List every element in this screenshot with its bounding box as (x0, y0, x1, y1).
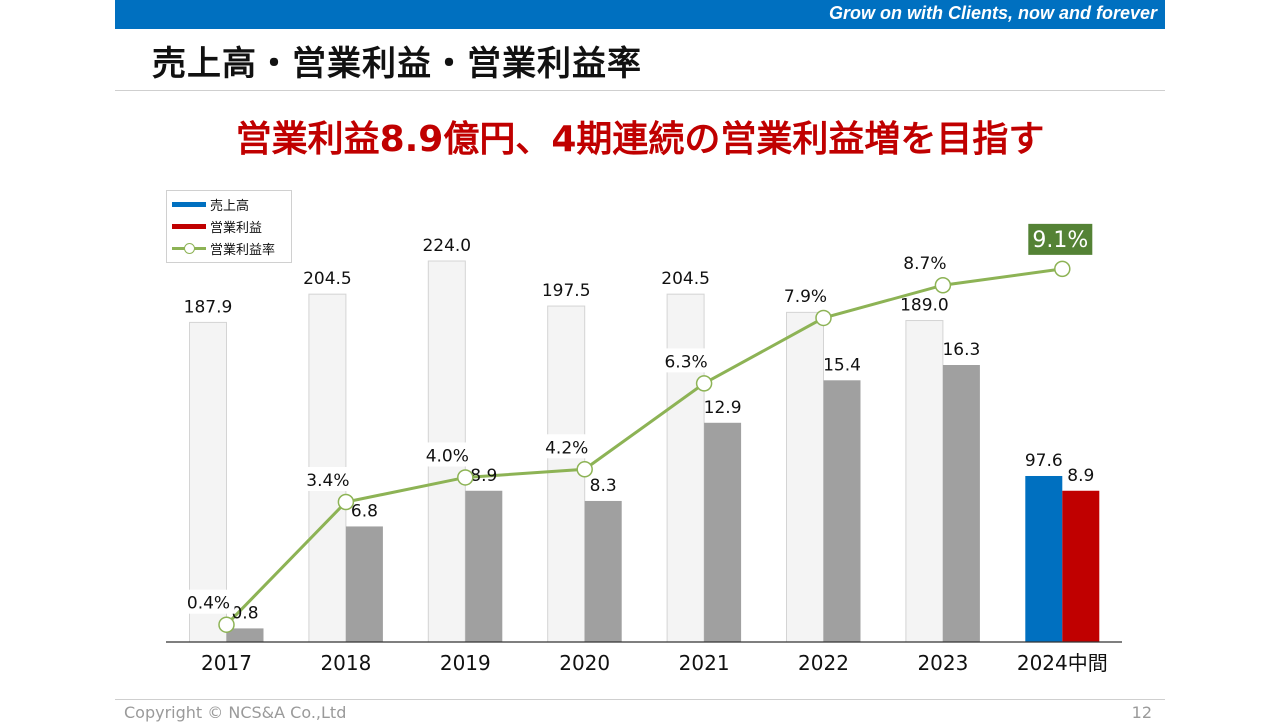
header-bar: Grow on with Clients, now and forever (115, 0, 1165, 29)
sales-data-label: 204.5 (303, 269, 352, 289)
profit-data-label: 12.9 (704, 398, 742, 418)
legend-line-ratio (172, 239, 206, 257)
profit-bar (584, 500, 622, 642)
ratio-point (815, 309, 832, 327)
footer-divider (115, 699, 1165, 700)
ratio-data-label: 8.7% (903, 254, 946, 274)
legend-label-sales: 売上高 (210, 198, 250, 214)
ratio-data-label: 7.9% (784, 287, 827, 307)
x-tick-label: 2022 (798, 651, 849, 675)
profit-bar (226, 628, 264, 642)
ratio-label-bg (421, 442, 474, 467)
profit-data-label: 8.9 (1067, 466, 1094, 486)
x-tick-label: 2019 (440, 651, 491, 675)
chart-legend: 売上高 営業利益 営業利益率 (166, 190, 292, 263)
legend-item-sales: 売上高 (167, 195, 250, 214)
ratio-label-bg (898, 250, 951, 275)
x-tick-label: 2024中間 (1017, 651, 1108, 675)
legend-item-profit: 営業利益 (167, 217, 263, 236)
sales-data-label: 204.5 (661, 269, 710, 289)
ratio-data-label: 4.0% (426, 446, 469, 466)
ratio-point (1054, 260, 1071, 278)
page-title: 売上高・営業利益・営業利益率 (152, 44, 642, 84)
x-tick-label: 2023 (917, 651, 968, 675)
tagline: Grow on with Clients, now and forever (828, 3, 1157, 23)
ratio-data-label: 9.1% (1032, 228, 1088, 253)
profit-bar (823, 380, 861, 642)
profit-bar (345, 526, 383, 642)
sales-bar (189, 321, 227, 643)
x-tick-label: 2020 (559, 651, 610, 675)
profit-bar (1062, 490, 1100, 642)
ratio-line (225, 267, 1063, 626)
legend-label-ratio: 営業利益率 (210, 242, 276, 258)
legend-swatch-profit (172, 223, 206, 229)
sales-bar (666, 293, 705, 643)
profit-data-label: 0.8 (231, 603, 258, 623)
profit-data-label: 6.8 (351, 501, 378, 521)
sales-bar (1025, 475, 1063, 642)
legend-item-ratio: 営業利益率 (167, 239, 276, 258)
profit-data-label: 16.3 (942, 340, 980, 360)
profit-data-label: 8.9 (470, 466, 497, 486)
profit-bar (942, 365, 980, 642)
copyright: Copyright © NCS&A Co.,Ltd (124, 703, 347, 722)
ratio-point (218, 616, 235, 633)
sales-data-label: 189.0 (900, 296, 949, 316)
ratio-data-label: 0.4% (187, 594, 230, 614)
ratio-label-bg (540, 434, 593, 459)
ratio-label-bg (182, 589, 235, 614)
profit-bar (704, 422, 742, 642)
legend-swatch-sales (172, 201, 206, 207)
ratio-point (337, 493, 355, 511)
sales-data-label: 224.0 (422, 236, 471, 256)
x-tick-label: 2017 (201, 651, 252, 675)
ratio-data-label: 4.2% (545, 438, 588, 458)
sales-bar (905, 320, 944, 643)
sales-data-label: 187.9 (184, 297, 233, 317)
profit-bar (465, 490, 503, 642)
sales-bar (786, 311, 824, 643)
ratio-callout-box (1028, 223, 1093, 255)
ratio-label-bg (660, 348, 713, 373)
profit-data-label: 15.4 (823, 355, 861, 375)
x-tick-label: 2018 (320, 651, 371, 675)
ratio-point (576, 461, 593, 478)
profit-data-label: 8.3 (590, 476, 617, 496)
ratio-data-label: 6.3% (664, 352, 707, 372)
sales-data-label: 97.6 (1025, 451, 1063, 471)
ratio-label-bg (779, 282, 832, 307)
ratio-point (695, 375, 713, 392)
x-tick-label: 2021 (679, 651, 730, 675)
title-divider (115, 90, 1165, 91)
ratio-point (457, 469, 474, 486)
sales-data-label: 197.5 (542, 281, 591, 301)
ratio-data-label: 3.4% (306, 471, 349, 491)
ratio-point (934, 276, 952, 294)
legend-label-profit: 営業利益 (210, 220, 263, 236)
ratio-label-bg (301, 467, 354, 491)
page-number: 12 (1131, 703, 1152, 722)
headline: 営業利益8.9億円、4期連続の営業利益増を目指す (235, 119, 1045, 160)
